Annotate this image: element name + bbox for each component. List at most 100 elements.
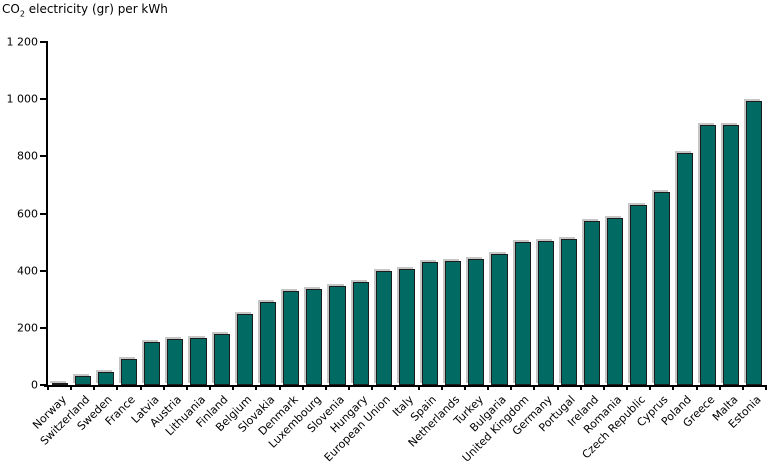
bar-lithuania <box>190 338 207 385</box>
bar-column: Netherlands <box>406 42 465 450</box>
x-tick-mark <box>533 385 536 390</box>
bar-latvia <box>144 342 161 385</box>
bar-column: Czech Republic <box>579 42 650 461</box>
bar-column: United Kingdom <box>460 42 534 465</box>
x-tick-mark <box>417 385 420 390</box>
bar-spain <box>422 262 439 385</box>
x-tick-mark <box>278 385 281 390</box>
bar-column: Estonia <box>726 42 766 431</box>
chart-title-suffix: electricity (gr) per kWh <box>24 2 168 16</box>
bar-romania <box>607 218 624 385</box>
x-tick-mark <box>394 385 397 390</box>
bar-series: Norway Switzerland Sweden France Latvia Austr… <box>30 42 766 465</box>
bar-column: Germany <box>510 42 557 438</box>
y-tick-label: 1 200 <box>6 35 39 49</box>
bar-column: Poland <box>659 42 696 428</box>
x-tick-mark <box>556 385 559 390</box>
bar-column: Ireland <box>565 42 604 429</box>
bar-column: Italy <box>390 42 418 419</box>
bar-malta <box>723 125 740 385</box>
bar-switzerland <box>74 376 91 385</box>
bar-bulgaria <box>491 254 508 385</box>
bar-germany <box>537 241 554 385</box>
bar-austria <box>167 339 184 385</box>
bar-portugal <box>560 239 578 385</box>
bar-column: Greece <box>680 42 719 430</box>
x-tick-mark <box>139 385 142 390</box>
bar-netherlands <box>445 261 462 385</box>
bar-slovakia <box>259 302 277 385</box>
x-tick-mark <box>440 385 443 390</box>
bar-turkey <box>468 259 485 385</box>
x-tick-mark <box>255 385 258 390</box>
y-tick-label: 800 <box>17 149 38 163</box>
y-tick-label: 1 000 <box>6 92 39 106</box>
x-axis-line <box>44 385 766 387</box>
bar-ireland <box>584 221 601 385</box>
x-tick-mark <box>741 385 744 390</box>
bar-column: Slovenia <box>304 42 349 435</box>
x-tick-mark <box>602 385 605 390</box>
y-tick-label: 600 <box>17 207 38 220</box>
chart-title-subscript: 2 <box>19 9 25 19</box>
y-tick-mark <box>40 326 46 329</box>
bar-column: Malta <box>710 42 743 424</box>
x-tick-mark <box>116 385 119 390</box>
x-tick-mark <box>324 385 327 390</box>
y-tick-mark <box>40 269 46 272</box>
bar-column: Hungary <box>327 42 372 435</box>
bar-column: European Union <box>322 42 395 464</box>
bar-poland <box>676 153 693 385</box>
bar-norway <box>51 383 68 385</box>
bar-column: Latvia <box>129 42 164 426</box>
bar-column: Luxembourg <box>266 42 326 451</box>
bar-column: Slovakia <box>235 42 279 435</box>
y-tick-mark <box>40 212 46 215</box>
bar-estonia <box>746 101 763 385</box>
x-tick-mark <box>510 385 513 390</box>
plot-area: 0 200 400 600 800 1 000 1 200 Norway Switzerlan… <box>7 36 767 465</box>
bar-denmark <box>283 291 300 385</box>
x-tick-mark <box>162 385 165 390</box>
x-tick-mark <box>626 385 629 390</box>
bar-column: Spain <box>408 42 442 424</box>
bar-belgium <box>236 314 253 385</box>
bar-column: Lithuania <box>162 42 210 438</box>
x-tick-mark <box>718 385 721 390</box>
bar-column: Portugal <box>537 42 580 434</box>
bar-greece <box>699 125 717 385</box>
bar-italy <box>398 269 415 385</box>
y-tick-label: 200 <box>17 321 38 335</box>
y-tick-label: 400 <box>17 264 38 278</box>
bar-column: France <box>103 42 140 428</box>
x-tick-mark <box>487 385 490 390</box>
bar-column: Denmark <box>255 42 303 438</box>
bar-united-kingdom <box>514 242 531 385</box>
x-tick-mark <box>672 385 675 390</box>
bar-column: Finland <box>194 42 233 430</box>
bar-column: Bulgaria <box>467 42 511 434</box>
bar-column: Sweden <box>75 42 117 433</box>
bar-france <box>120 359 138 385</box>
x-tick-mark <box>649 385 652 390</box>
y-tick-mark <box>40 155 46 158</box>
chart-title-prefix: CO <box>2 2 20 16</box>
y-tick-mark <box>40 41 46 43</box>
x-tick-mark <box>70 385 73 390</box>
bar-column: Belgium <box>213 42 256 434</box>
bar-column: Austria <box>148 42 187 430</box>
x-tick-mark <box>371 385 374 390</box>
bar-luxembourg <box>306 289 323 385</box>
bar-european-union <box>375 271 392 385</box>
x-tick-mark <box>47 385 49 390</box>
x-tick-mark <box>301 385 304 390</box>
x-tick-mark <box>93 385 96 390</box>
bar-column: Romania <box>581 42 627 436</box>
x-tick-mark <box>348 385 351 390</box>
x-tick-mark <box>695 385 698 390</box>
bar-sweden <box>97 372 114 385</box>
bar-column: Switzerland <box>37 42 94 448</box>
x-tick-mark <box>185 385 188 390</box>
y-axis-line <box>46 41 48 387</box>
